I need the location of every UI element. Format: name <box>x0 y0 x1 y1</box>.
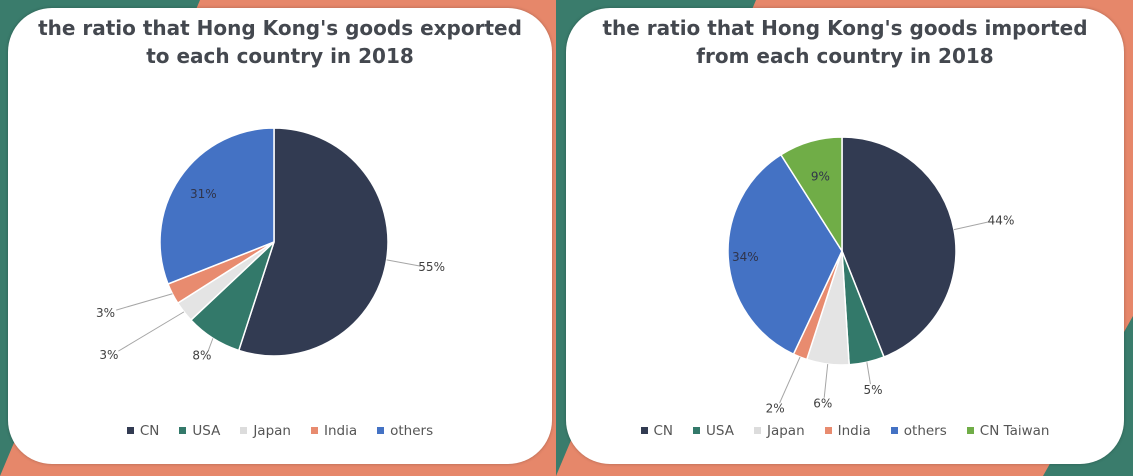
data-label-others: 31% <box>190 187 217 201</box>
legend-swatch <box>753 427 761 434</box>
pie-slice-others <box>727 153 843 356</box>
legend-swatch <box>890 427 898 434</box>
leader-line <box>823 364 829 398</box>
legend-swatch <box>824 427 832 434</box>
legend-item-cn: CN <box>640 423 674 439</box>
leader-line <box>779 356 801 404</box>
legend-swatch <box>126 427 134 434</box>
legend-swatch <box>377 427 385 434</box>
export-chart-panel: the ratio that Hong Kong's goods exporte… <box>8 8 552 464</box>
legend-label: USA <box>192 423 221 439</box>
legend-swatch <box>693 427 701 434</box>
data-label-japan: 6% <box>813 397 832 411</box>
legend-swatch <box>966 427 974 434</box>
legend-item-others: others <box>890 423 947 439</box>
data-label-cn-taiwan: 9% <box>811 170 830 184</box>
legend-item-cn-taiwan: CN Taiwan <box>966 423 1050 439</box>
legend-swatch <box>240 427 248 434</box>
legend-item-india: India <box>824 423 871 439</box>
leader-line <box>116 293 173 311</box>
leader-line <box>866 362 871 385</box>
data-label-japan: 3% <box>99 348 118 362</box>
data-label-india: 2% <box>766 402 785 416</box>
legend-item-others: others <box>377 423 433 439</box>
data-label-others: 34% <box>732 250 759 264</box>
legend-item-usa: USA <box>693 423 734 439</box>
import-chart-panel: the ratio that Hong Kong's goods importe… <box>566 8 1124 464</box>
legend-label: CN Taiwan <box>979 423 1050 439</box>
legend-item-india: India <box>310 423 358 439</box>
leader-line <box>386 259 420 267</box>
legend-swatch <box>179 427 187 434</box>
legend-label: others <box>903 423 947 439</box>
leader-line <box>953 221 990 231</box>
data-label-usa: 8% <box>192 349 211 363</box>
data-label-cn: 55% <box>418 260 445 274</box>
legend-item-japan: Japan <box>240 423 291 439</box>
export-pie-chart: 55% 8% 3% 3% 31% <box>96 127 445 363</box>
data-label-india: 3% <box>96 306 115 320</box>
data-label-usa: 5% <box>864 383 883 397</box>
legend-label: others <box>390 423 434 439</box>
legend-swatch <box>310 427 318 434</box>
legend-label: India <box>323 423 358 439</box>
import-chart-title: the ratio that Hong Kong's goods importe… <box>602 16 1088 68</box>
export-chart-title: the ratio that Hong Kong's goods exporte… <box>38 16 522 68</box>
legend-label: CN <box>139 423 160 439</box>
pie-slice-others <box>159 127 275 285</box>
data-label-cn: 44% <box>988 214 1015 228</box>
import-chart-legend: CN USA Japan India others CN Taiwan <box>566 423 1124 439</box>
legend-label: CN <box>653 423 674 439</box>
legend-label: Japan <box>766 423 805 439</box>
legend-swatch <box>640 427 648 434</box>
legend-item-cn: CN <box>126 423 160 439</box>
leader-line <box>207 338 214 351</box>
legend-label: India <box>837 423 871 439</box>
leader-line <box>118 311 185 352</box>
import-pie-chart: 44% 5% 6% 2% 34% 9% <box>727 136 1015 416</box>
pie-slice-cn <box>237 127 389 357</box>
pie-slice-cn-taiwan <box>779 136 843 254</box>
legend-label: Japan <box>253 423 291 439</box>
legend-label: USA <box>706 423 734 439</box>
legend-item-japan: Japan <box>753 423 805 439</box>
export-chart-legend: CN USA Japan India others <box>8 423 552 439</box>
legend-item-usa: USA <box>179 423 220 439</box>
